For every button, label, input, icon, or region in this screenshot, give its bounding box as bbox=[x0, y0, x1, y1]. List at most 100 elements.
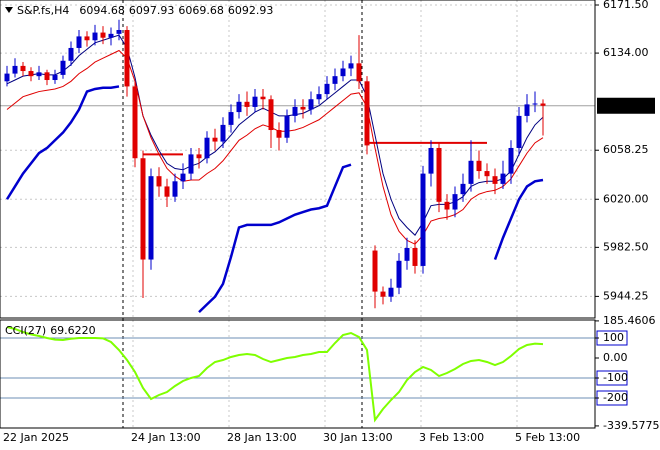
x-tick-label: 28 Jan 13:00 bbox=[227, 431, 297, 444]
x-tick-label: 5 Feb 13:00 bbox=[515, 431, 580, 444]
candle-body bbox=[524, 104, 530, 116]
candle-body bbox=[36, 72, 42, 77]
candle-body bbox=[188, 154, 194, 174]
x-tick-label: 30 Jan 13:00 bbox=[323, 431, 393, 444]
candle-body bbox=[404, 247, 410, 261]
candle-body bbox=[44, 72, 50, 81]
y-tick-label: 6171.50 bbox=[603, 0, 649, 11]
candle-body bbox=[260, 96, 266, 100]
candle-body bbox=[372, 250, 378, 292]
candle-body bbox=[396, 260, 402, 288]
cci-title: CCI(27) bbox=[5, 324, 46, 337]
y-tick-label: 6058.25 bbox=[603, 143, 649, 156]
header-icon bbox=[5, 7, 13, 13]
candle-body bbox=[492, 176, 498, 184]
y-tick-label: 5944.25 bbox=[603, 289, 649, 302]
line bbox=[5, 85, 120, 200]
candle-body bbox=[12, 65, 18, 74]
candle-body bbox=[116, 30, 122, 34]
candle-body bbox=[124, 30, 130, 87]
price-box-label: 6092.93 bbox=[601, 99, 647, 112]
candle-body bbox=[180, 173, 186, 182]
candle-body bbox=[476, 160, 482, 172]
x-tick-label: 24 Jan 13:00 bbox=[131, 431, 201, 444]
candle-body bbox=[420, 173, 426, 266]
candle-body bbox=[452, 194, 458, 210]
candle-body bbox=[220, 124, 226, 142]
low-value: 6069.68 bbox=[178, 4, 224, 17]
candle-body bbox=[212, 137, 218, 142]
candle-body bbox=[204, 137, 210, 159]
candle-body bbox=[340, 68, 346, 77]
line bbox=[493, 178, 544, 260]
candle-body bbox=[428, 147, 434, 174]
candle-body bbox=[52, 74, 58, 81]
candle-body bbox=[508, 147, 514, 174]
candle-body bbox=[148, 176, 154, 260]
candle-body bbox=[324, 83, 330, 95]
x-tick-label: 22 Jan 2025 bbox=[3, 431, 69, 444]
candle-body bbox=[500, 173, 506, 184]
candle-body bbox=[108, 33, 114, 38]
candle-body bbox=[436, 147, 442, 202]
cci-value: 69.6220 bbox=[50, 324, 96, 337]
y-tick-label: 0.00 bbox=[603, 351, 628, 364]
candle-body bbox=[228, 112, 234, 125]
candle-body bbox=[300, 106, 306, 110]
candle-body bbox=[308, 99, 314, 110]
candle-body bbox=[388, 287, 394, 297]
candle-body bbox=[444, 201, 450, 210]
candle-body bbox=[252, 96, 258, 107]
candle-body bbox=[468, 160, 474, 184]
y-tick-label: 185.4606 bbox=[603, 314, 656, 327]
header: S&P.fs,H4 6094.68 6097.93 6069.68 6092.93 bbox=[17, 4, 273, 17]
candle-body bbox=[140, 158, 146, 260]
close-value: 6092.93 bbox=[228, 4, 274, 17]
candle-body bbox=[348, 63, 354, 69]
high-value: 6097.93 bbox=[129, 4, 175, 17]
candle-body bbox=[4, 73, 10, 82]
candle-body bbox=[268, 99, 274, 131]
cci-frame bbox=[0, 319, 596, 429]
candle-body bbox=[484, 171, 490, 177]
candle-body bbox=[364, 81, 370, 146]
candle-body bbox=[292, 106, 298, 116]
candle-body bbox=[244, 101, 250, 107]
main-frame bbox=[0, 0, 596, 319]
cci-header: CCI(27) 69.6220 bbox=[5, 324, 96, 337]
y-tick-label: 100 bbox=[603, 331, 624, 344]
candle-body bbox=[236, 101, 242, 113]
line bbox=[6, 326, 544, 423]
symbol: S&P.fs,H4 bbox=[17, 4, 69, 17]
candle-body bbox=[532, 103, 538, 105]
candle-body bbox=[164, 186, 170, 197]
candle-body bbox=[20, 65, 26, 72]
candle-body bbox=[172, 181, 178, 197]
candle-body bbox=[316, 94, 322, 100]
candle-body bbox=[412, 247, 418, 266]
candle-body bbox=[76, 36, 82, 48]
candle-body bbox=[60, 60, 66, 75]
open-value: 6094.68 bbox=[79, 4, 125, 17]
x-tick-label: 3 Feb 13:00 bbox=[419, 431, 484, 444]
candle-body bbox=[100, 32, 106, 38]
candle-body bbox=[380, 291, 386, 297]
candle-body bbox=[276, 130, 282, 138]
candle-body bbox=[356, 63, 362, 82]
candle-body bbox=[196, 154, 202, 159]
price-box bbox=[597, 97, 655, 114]
candle-body bbox=[84, 36, 90, 41]
candle-body bbox=[132, 86, 138, 159]
line bbox=[6, 49, 544, 245]
y-tick-label: -339.5775 bbox=[603, 419, 659, 432]
candle-body bbox=[92, 32, 98, 41]
y-tick-label: 5982.50 bbox=[603, 240, 649, 253]
candle-body bbox=[28, 71, 34, 77]
candle-body bbox=[284, 115, 290, 138]
line bbox=[198, 163, 352, 314]
candle-body bbox=[156, 176, 162, 187]
candle-body bbox=[540, 103, 546, 106]
